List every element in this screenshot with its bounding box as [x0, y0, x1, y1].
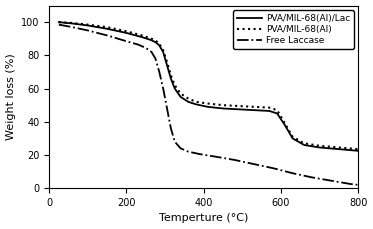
PVA/MIL-68(Al) — [236, 105, 241, 107]
PVA/MIL-68(Al) — [169, 74, 173, 77]
Free Laccase — [198, 153, 202, 155]
Free Laccase — [173, 140, 177, 143]
Free Laccase — [124, 40, 129, 43]
PVA/MIL-68(Al) — [140, 34, 144, 37]
PVA/MIL-68(Al) — [153, 39, 158, 42]
PVA/MIL-68(Al) — [356, 148, 360, 150]
Free Laccase — [271, 167, 276, 170]
PVA/MIL-68(Al)/Lac — [267, 110, 272, 112]
Free Laccase — [157, 71, 162, 73]
PVA/MIL-68(Al) — [105, 26, 109, 29]
PVA/MIL-68(Al) — [147, 37, 152, 39]
PVA/MIL-68(Al)/Lac — [153, 41, 158, 44]
PVA/MIL-68(Al)/Lac — [317, 146, 322, 149]
PVA/MIL-68(Al)/Lac — [283, 124, 287, 126]
PVA/MIL-68(Al)/Lac — [147, 38, 152, 41]
PVA/MIL-68(Al) — [186, 97, 191, 100]
Y-axis label: Weight loss (%): Weight loss (%) — [6, 54, 16, 140]
PVA/MIL-68(Al)/Lac — [252, 109, 256, 112]
Free Laccase — [290, 172, 295, 174]
Legend: PVA/MIL-68(Al)/Lac, PVA/MIL-68(Al), Free Laccase: PVA/MIL-68(Al)/Lac, PVA/MIL-68(Al), Free… — [233, 10, 354, 49]
PVA/MIL-68(Al) — [317, 144, 322, 147]
PVA/MIL-68(Al) — [221, 104, 225, 106]
PVA/MIL-68(Al) — [161, 49, 165, 52]
Free Laccase — [356, 183, 360, 186]
PVA/MIL-68(Al)/Lac — [302, 144, 306, 146]
PVA/MIL-68(Al) — [165, 61, 169, 63]
PVA/MIL-68(Al)/Lac — [173, 87, 177, 90]
X-axis label: Temperture (°C): Temperture (°C) — [159, 213, 248, 224]
Free Laccase — [348, 183, 353, 185]
Line: Free Laccase: Free Laccase — [59, 25, 358, 185]
PVA/MIL-68(Al) — [275, 109, 279, 112]
PVA/MIL-68(Al)/Lac — [236, 108, 241, 111]
Free Laccase — [149, 51, 154, 53]
PVA/MIL-68(Al)/Lac — [161, 51, 165, 53]
PVA/MIL-68(Al) — [283, 122, 287, 125]
PVA/MIL-68(Al)/Lac — [157, 44, 162, 47]
PVA/MIL-68(Al) — [70, 22, 75, 24]
Free Laccase — [70, 26, 75, 29]
Free Laccase — [232, 158, 237, 161]
Free Laccase — [329, 179, 333, 182]
PVA/MIL-68(Al) — [178, 92, 183, 95]
Free Laccase — [310, 176, 314, 179]
PVA/MIL-68(Al)/Lac — [165, 64, 169, 67]
PVA/MIL-68(Al)/Lac — [85, 24, 90, 27]
Free Laccase — [57, 23, 61, 26]
PVA/MIL-68(Al)/Lac — [70, 22, 75, 25]
Free Laccase — [153, 57, 158, 60]
PVA/MIL-68(Al) — [337, 146, 341, 149]
PVA/MIL-68(Al) — [194, 101, 198, 103]
Free Laccase — [144, 46, 148, 49]
PVA/MIL-68(Al)/Lac — [140, 36, 144, 38]
Free Laccase — [85, 29, 90, 32]
Free Laccase — [136, 43, 140, 46]
PVA/MIL-68(Al)/Lac — [57, 21, 61, 24]
Free Laccase — [165, 107, 169, 110]
PVA/MIL-68(Al)/Lac — [356, 150, 360, 152]
PVA/MIL-68(Al)/Lac — [206, 105, 210, 108]
PVA/MIL-68(Al)/Lac — [221, 107, 225, 110]
Free Laccase — [186, 150, 191, 153]
Line: PVA/MIL-68(Al): PVA/MIL-68(Al) — [59, 22, 358, 149]
Free Laccase — [161, 87, 165, 90]
Free Laccase — [169, 127, 173, 130]
PVA/MIL-68(Al)/Lac — [194, 103, 198, 106]
PVA/MIL-68(Al) — [290, 135, 295, 138]
PVA/MIL-68(Al) — [252, 105, 256, 108]
PVA/MIL-68(Al)/Lac — [124, 32, 129, 34]
PVA/MIL-68(Al)/Lac — [178, 95, 183, 98]
PVA/MIL-68(Al) — [57, 21, 61, 24]
PVA/MIL-68(Al) — [302, 142, 306, 145]
Free Laccase — [178, 147, 183, 150]
PVA/MIL-68(Al)/Lac — [337, 148, 341, 150]
PVA/MIL-68(Al) — [206, 102, 210, 105]
PVA/MIL-68(Al)/Lac — [186, 101, 191, 103]
PVA/MIL-68(Al) — [173, 84, 177, 87]
PVA/MIL-68(Al)/Lac — [169, 77, 173, 80]
Free Laccase — [252, 163, 256, 166]
PVA/MIL-68(Al) — [267, 106, 272, 109]
PVA/MIL-68(Al) — [85, 23, 90, 26]
PVA/MIL-68(Al) — [124, 30, 129, 33]
Line: PVA/MIL-68(Al)/Lac: PVA/MIL-68(Al)/Lac — [59, 22, 358, 151]
Free Laccase — [213, 155, 217, 158]
PVA/MIL-68(Al)/Lac — [275, 112, 279, 115]
PVA/MIL-68(Al) — [157, 42, 162, 45]
Free Laccase — [105, 34, 109, 37]
PVA/MIL-68(Al)/Lac — [290, 137, 295, 140]
PVA/MIL-68(Al)/Lac — [105, 27, 109, 30]
